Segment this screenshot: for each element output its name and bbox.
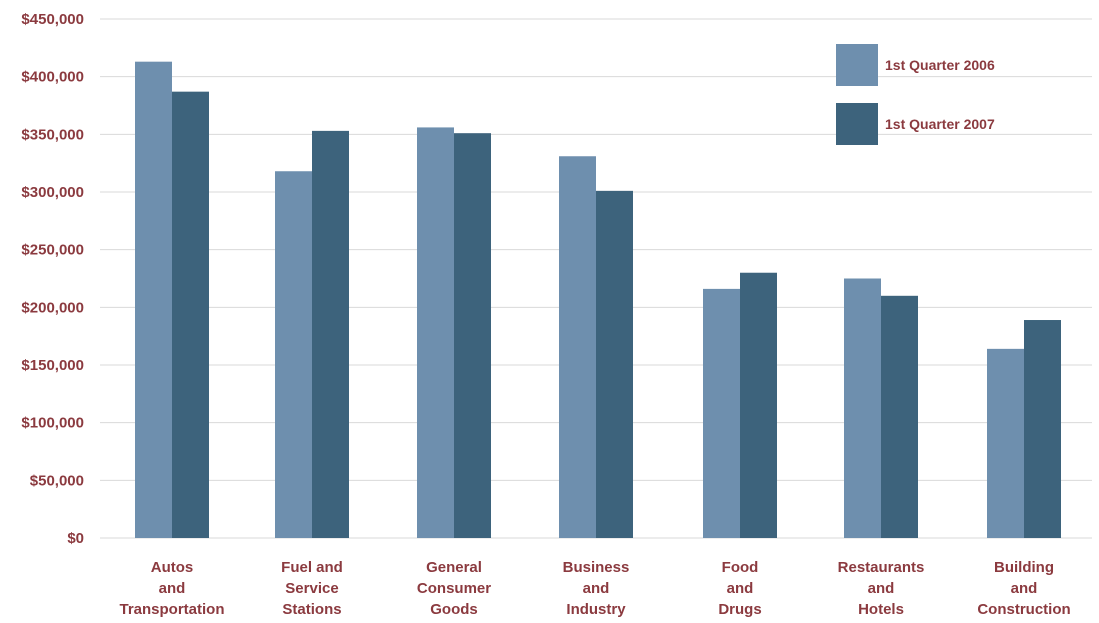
x-tick-label: Business and Industry xyxy=(563,559,630,618)
x-tick-label: Restaurants and Hotels xyxy=(838,559,925,618)
y-tick-label: $450,000 xyxy=(21,11,84,28)
x-tick-label: Autos and Transportation xyxy=(119,559,224,618)
legend-label: 1st Quarter 2006 xyxy=(885,57,995,73)
y-tick-label: $300,000 xyxy=(21,184,84,201)
x-axis-tick-labels: Autos and Transportation Fuel and Service Sta… xyxy=(119,559,1070,618)
bar-q1-2007 xyxy=(312,130,349,538)
bar-q1-2007 xyxy=(172,91,209,538)
bar-q1-2007 xyxy=(454,133,491,538)
y-tick-label: $250,000 xyxy=(21,242,84,259)
y-axis-tick-labels: $0 $50,000 $100,000 $150,000 $200,000 $250,00… xyxy=(21,11,84,547)
bar-q1-2007 xyxy=(596,190,633,538)
bar-q1-2006 xyxy=(275,171,312,539)
bar-q1-2007 xyxy=(740,272,777,538)
y-tick-label: $150,000 xyxy=(21,357,84,374)
y-tick-label: $0 xyxy=(67,530,84,547)
x-tick-label: General Consumer Goods xyxy=(417,559,491,618)
bar-q1-2007 xyxy=(1024,320,1061,538)
y-tick-label: $200,000 xyxy=(21,299,84,316)
bar-q1-2006 xyxy=(844,278,881,538)
x-tick-label: Fuel and Service Stations xyxy=(281,559,343,618)
bar-q1-2006 xyxy=(135,61,172,538)
y-tick-label: $100,000 xyxy=(21,415,84,432)
x-tick-label: Building and Construction xyxy=(977,559,1070,618)
bars xyxy=(135,61,1061,539)
bar-q1-2006 xyxy=(703,288,740,538)
bar-q1-2006 xyxy=(987,348,1024,538)
legend-label: 1st Quarter 2007 xyxy=(885,116,995,132)
x-tick-label: Food and Drugs xyxy=(718,559,761,618)
legend: 1st Quarter 2006 1st Quarter 2007 xyxy=(836,44,995,145)
y-tick-label: $350,000 xyxy=(21,126,84,143)
y-tick-label: $50,000 xyxy=(30,472,84,489)
legend-swatch xyxy=(836,44,878,86)
y-tick-label: $400,000 xyxy=(21,69,84,86)
bar-q1-2007 xyxy=(881,295,918,538)
bar-q1-2006 xyxy=(417,127,454,538)
legend-swatch xyxy=(836,103,878,145)
bar-q1-2006 xyxy=(559,156,596,538)
